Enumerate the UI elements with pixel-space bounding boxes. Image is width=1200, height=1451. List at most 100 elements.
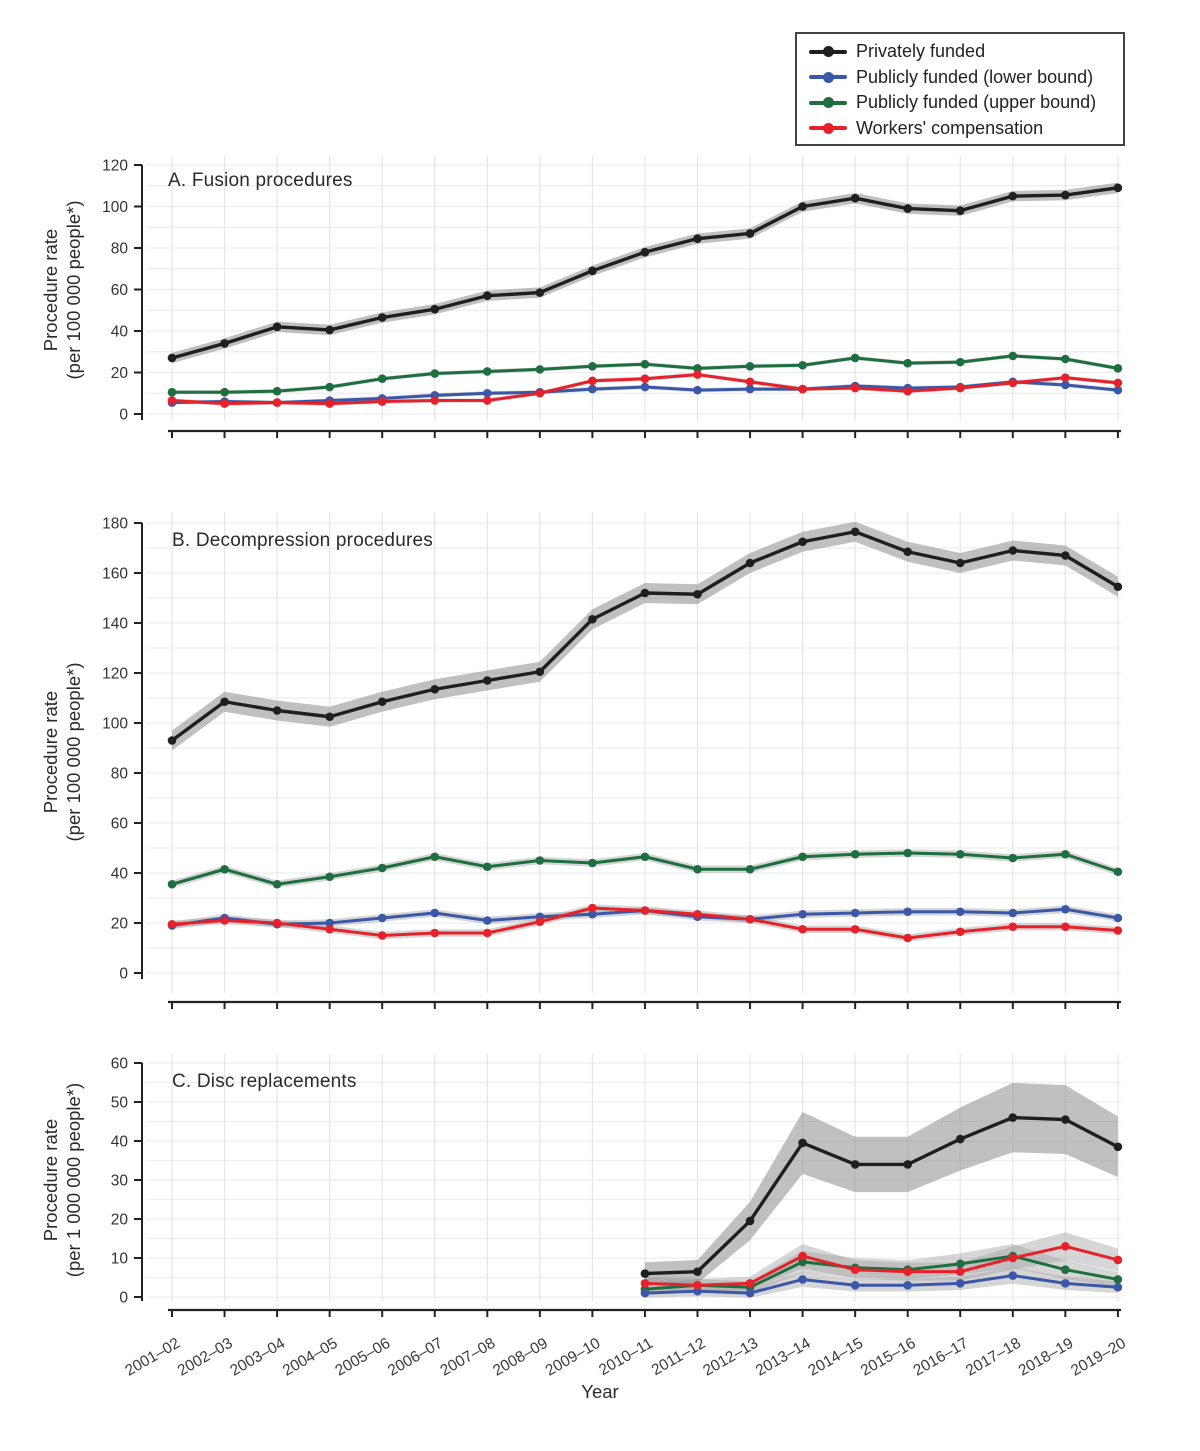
y-axis-title-line2: (per 1 000 000 people*) — [63, 1082, 84, 1278]
y-tick-label: 160 — [102, 566, 128, 583]
series-point — [588, 614, 597, 624]
y-tick-label: 80 — [111, 241, 129, 258]
legend-item-workers-compensation: Workers' compensation — [809, 116, 1123, 142]
series-point — [1008, 546, 1018, 555]
y-axis-title-line1: Procedure rate — [40, 228, 61, 352]
series-point — [1008, 853, 1018, 863]
series-point — [1113, 385, 1123, 395]
series-point — [483, 916, 492, 925]
y-tick-label: 180 — [102, 516, 128, 533]
y-tick-label: 60 — [111, 816, 129, 833]
series-point — [588, 903, 597, 913]
legend-item-publicly-funded-lower: Publicly funded (lower bound) — [809, 65, 1123, 91]
series-point — [850, 924, 860, 934]
series-line-c-1 — [644, 1274, 1119, 1295]
legend-item-publicly-funded-upper: Publicly funded (upper bound) — [809, 90, 1123, 116]
series-point — [640, 1269, 650, 1278]
series-point — [903, 848, 912, 858]
y-tick-label: 20 — [111, 1212, 129, 1229]
series-point — [1061, 354, 1070, 364]
series-point — [1061, 1265, 1070, 1274]
series-point — [745, 377, 755, 387]
series-point — [640, 382, 650, 392]
y-tick-label: 100 — [102, 716, 128, 733]
series-point — [1061, 380, 1070, 390]
series-point — [1008, 191, 1018, 201]
ci-band-c-0 — [644, 1082, 1118, 1285]
series-point — [745, 384, 755, 394]
x-tick-label: 2011–12 — [649, 1335, 709, 1379]
series-point — [377, 397, 387, 406]
x-tick-label: 2017–18 — [963, 1335, 1024, 1380]
legend-marker — [809, 97, 847, 109]
series-line-c-0 — [644, 1115, 1119, 1276]
series-point — [377, 374, 387, 384]
series-point — [220, 864, 229, 874]
series-point — [483, 291, 492, 301]
series-point — [745, 1279, 755, 1288]
series-point — [903, 933, 912, 943]
y-tick-label: 50 — [111, 1095, 129, 1112]
series-point — [850, 908, 860, 918]
series-point — [955, 206, 965, 215]
series-point — [483, 676, 492, 685]
ci-band-b-0 — [172, 521, 1118, 751]
series-point — [1061, 190, 1070, 200]
panel-c-title: C. Disc replacements — [172, 1071, 357, 1092]
series-point — [535, 917, 545, 927]
series-point — [220, 697, 229, 707]
series-point — [588, 384, 597, 394]
series-point — [693, 385, 702, 395]
legend-label: Workers' compensation — [856, 117, 1044, 138]
legend-marker — [809, 71, 847, 83]
series-point — [640, 1288, 650, 1298]
series-point — [430, 928, 440, 938]
series-point — [535, 365, 545, 374]
series-point — [955, 907, 965, 917]
series-point — [745, 1288, 755, 1298]
panel-b-title: B. Decompression procedures — [172, 530, 433, 551]
y-axis-title-line1: Procedure rate — [40, 690, 61, 814]
series-point — [377, 697, 387, 707]
series-point — [1113, 1275, 1123, 1284]
series-point — [955, 1134, 965, 1144]
x-tick-label: 2015–16 — [858, 1335, 919, 1380]
panel-c-y-axis-title: Procedure rate (per 1 000 000 people*) — [39, 1000, 85, 1360]
series-point — [1113, 582, 1123, 592]
series-point — [272, 398, 282, 407]
series-point — [430, 684, 440, 694]
series-point — [955, 1267, 965, 1276]
series-point — [640, 374, 650, 384]
series-point — [798, 1275, 807, 1284]
series-point — [272, 918, 282, 928]
series-point — [430, 369, 440, 378]
panel-b-y-axis-title: Procedure rate (per 100 000 people*) — [39, 572, 85, 932]
series-point — [850, 353, 860, 363]
series-point — [745, 1216, 755, 1226]
series-point — [693, 364, 702, 373]
x-axis-title: Year — [581, 1381, 619, 1402]
series-point — [693, 1267, 702, 1276]
panel-c: 0 10 20 30 40 50 60 — [111, 1054, 1123, 1317]
series-point — [167, 396, 177, 405]
series-point — [955, 1279, 965, 1288]
series-point — [272, 322, 282, 332]
series-point — [220, 339, 229, 348]
series-point — [535, 388, 545, 398]
series-point — [1113, 183, 1123, 193]
series-point — [377, 313, 387, 322]
series-point — [850, 849, 860, 859]
x-tick-label: 2002–03 — [175, 1335, 236, 1380]
series-point — [1113, 378, 1123, 388]
series-point — [167, 919, 177, 929]
series-point — [272, 879, 282, 889]
series-point — [430, 396, 440, 405]
series-point — [903, 547, 912, 557]
series-point — [693, 589, 702, 599]
y-tick-label: 40 — [111, 324, 129, 341]
series-point — [325, 382, 334, 392]
y-tick-label: 20 — [111, 916, 129, 933]
x-tick-label: 2019–20 — [1068, 1335, 1129, 1380]
